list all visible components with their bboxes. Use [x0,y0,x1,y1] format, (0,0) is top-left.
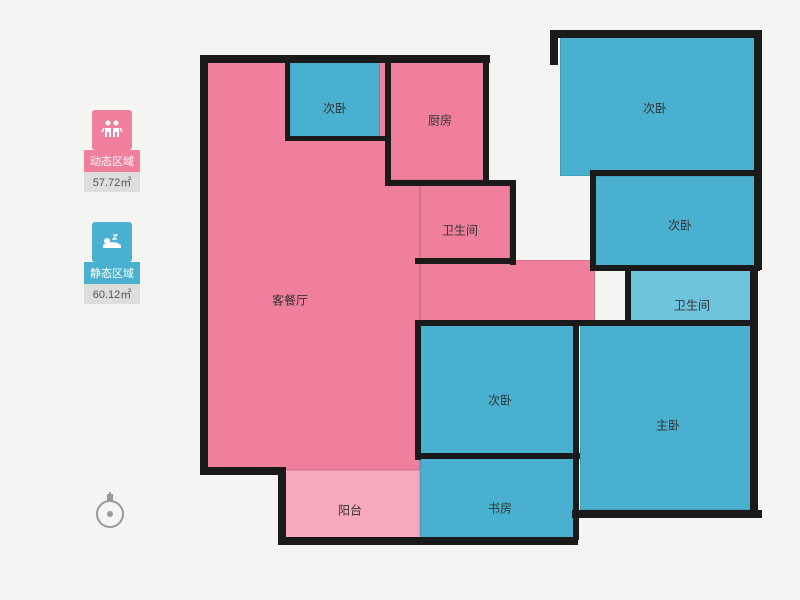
wall [590,170,760,176]
room-label-bath-c: 卫生间 [442,222,478,239]
room-label-balcony: 阳台 [338,502,362,519]
wall [278,537,578,545]
room-label-living: 客餐厅 [272,292,308,309]
sleep-icon [92,222,132,262]
room-study [420,458,575,538]
wall [578,320,758,326]
room-corridor [420,260,595,325]
room-label-kitchen: 厨房 [428,112,452,129]
legend-static-value: 60.12㎡ [84,284,140,304]
wall [573,320,579,540]
wall [200,467,285,475]
wall [754,30,762,270]
wall [550,30,762,38]
wall [750,266,758,516]
legend-dynamic-value: 57.72㎡ [84,172,140,192]
wall [572,510,762,518]
room-label-bed-e: 次卧 [668,217,692,234]
legend: 动态区域 57.72㎡ 静态区域 60.12㎡ [82,110,142,334]
legend-dynamic: 动态区域 57.72㎡ [82,110,142,192]
wall [200,55,490,63]
wall [550,30,558,65]
wall [278,467,286,545]
wall [200,55,208,475]
wall [590,170,596,270]
room-label-bed-c: 次卧 [488,392,512,409]
wall [483,55,489,185]
wall [385,55,391,185]
room-label-master: 主卧 [656,417,680,434]
wall [285,60,290,140]
wall [625,265,631,325]
room-label-bed-ne: 次卧 [643,100,667,117]
wall [415,320,421,460]
legend-static: 静态区域 60.12㎡ [82,222,142,304]
wall [415,453,580,459]
room-label-bed-nw: 次卧 [323,100,347,117]
room-bed-c [420,325,575,455]
wall [415,258,515,264]
legend-static-label: 静态区域 [84,262,140,284]
wall [385,180,515,186]
wall [415,320,580,326]
floorplan: 客餐厅次卧厨房卫生间次卧次卧卫生间次卧主卧书房阳台 [190,30,770,570]
room-label-bath-e: 卫生间 [674,297,710,314]
legend-dynamic-label: 动态区域 [84,150,140,172]
wall [590,265,760,271]
wall [510,180,516,265]
wall [285,136,385,141]
compass-icon [92,490,128,537]
room-label-study: 书房 [488,500,512,517]
people-icon [92,110,132,150]
